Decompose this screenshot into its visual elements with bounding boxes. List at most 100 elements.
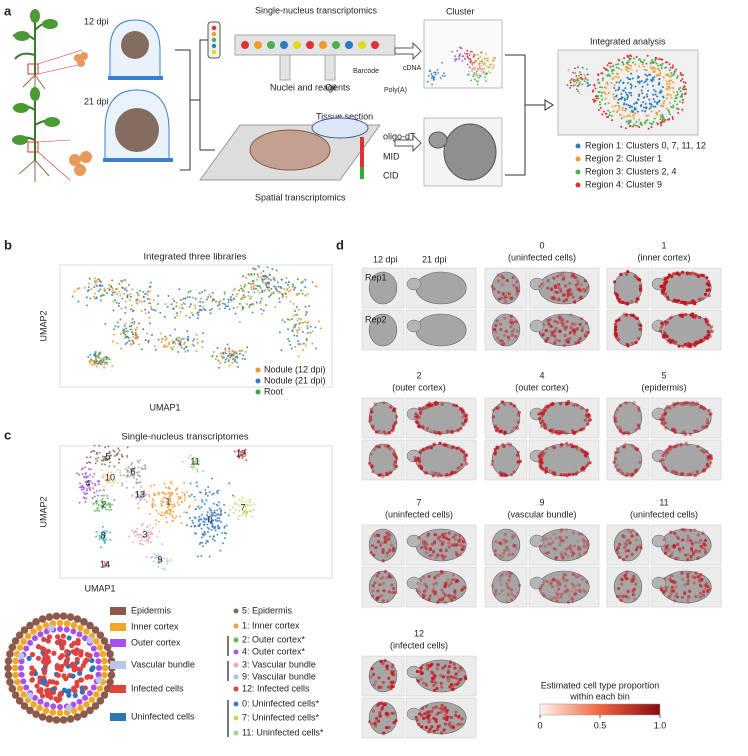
spot <box>495 319 499 323</box>
dot <box>149 281 152 284</box>
spot <box>436 724 440 729</box>
dot <box>238 514 241 517</box>
spot <box>454 550 459 555</box>
dot <box>653 88 656 91</box>
spot <box>562 473 566 477</box>
dot <box>192 339 195 342</box>
spot <box>702 590 706 594</box>
dot <box>609 65 612 68</box>
dot <box>663 100 666 103</box>
spot <box>435 667 439 671</box>
dot <box>241 457 244 460</box>
dot <box>297 343 300 346</box>
dot <box>132 335 135 338</box>
dot <box>657 123 660 126</box>
spot <box>630 534 634 538</box>
dot <box>210 508 213 511</box>
dot <box>466 56 469 59</box>
spot <box>510 296 514 300</box>
spot <box>682 590 687 595</box>
spot <box>423 448 427 452</box>
dot <box>106 562 109 565</box>
spot <box>433 541 437 545</box>
spot <box>703 336 707 340</box>
dot <box>658 74 661 77</box>
dot <box>84 501 87 504</box>
dot <box>232 307 235 310</box>
dot <box>146 293 149 296</box>
dot <box>149 322 152 325</box>
dot <box>651 67 654 70</box>
spot <box>637 423 641 427</box>
dot <box>658 110 661 113</box>
dot <box>485 53 487 55</box>
spot <box>458 553 462 557</box>
spot <box>699 544 703 549</box>
dot <box>119 474 122 477</box>
dot <box>83 286 86 289</box>
dot <box>244 505 247 508</box>
axis-label: UMAP1 <box>149 402 180 412</box>
spot <box>430 670 434 674</box>
dot <box>154 309 157 312</box>
dot <box>304 278 307 281</box>
cell <box>29 651 36 658</box>
dot <box>247 504 250 507</box>
dot <box>599 107 602 110</box>
spot <box>673 430 677 434</box>
spot <box>673 580 677 584</box>
spot <box>448 660 452 665</box>
spot <box>552 578 556 582</box>
dot <box>659 114 662 117</box>
dot <box>455 58 458 61</box>
dot <box>466 63 469 66</box>
dot <box>301 321 304 324</box>
shape <box>27 141 39 153</box>
dot <box>227 360 230 363</box>
spot <box>621 595 625 599</box>
spot <box>683 591 687 596</box>
spot <box>371 584 376 589</box>
dot <box>95 453 98 456</box>
dot <box>137 507 140 510</box>
tissue <box>660 570 712 604</box>
spot <box>440 707 444 711</box>
cell <box>90 684 97 691</box>
spot <box>564 547 569 551</box>
spot <box>566 599 571 603</box>
dot <box>287 337 290 340</box>
dot <box>126 341 129 344</box>
dot <box>125 486 128 489</box>
dot <box>116 342 119 345</box>
spot <box>618 300 622 304</box>
spot <box>698 538 703 542</box>
dot <box>164 511 167 514</box>
dot <box>134 331 137 334</box>
dot <box>233 503 236 506</box>
spot <box>570 549 574 554</box>
spot <box>664 333 668 337</box>
cell <box>59 645 65 651</box>
cell <box>4 671 13 679</box>
dot <box>186 349 189 352</box>
dot <box>135 531 138 534</box>
dot <box>238 349 241 352</box>
dot <box>242 354 245 357</box>
dot <box>160 543 163 546</box>
cluster-label: 8 <box>100 530 105 540</box>
spot <box>459 407 463 411</box>
spot <box>510 593 515 597</box>
dot <box>617 98 620 101</box>
dot <box>601 72 604 75</box>
spot <box>569 544 573 548</box>
spot <box>374 445 378 449</box>
dot <box>88 277 91 280</box>
spot <box>421 447 425 451</box>
spot <box>435 431 440 435</box>
spot <box>376 719 381 723</box>
shape <box>13 103 29 113</box>
legend-swatch <box>255 367 261 373</box>
spot <box>577 340 581 345</box>
dot <box>626 55 629 58</box>
spot <box>691 551 696 555</box>
